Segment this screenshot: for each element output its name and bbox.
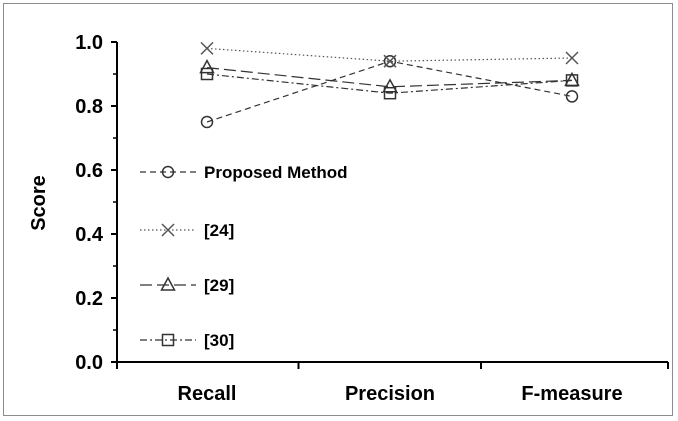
y-axis-title: Score bbox=[28, 175, 50, 231]
legend-label: [30] bbox=[204, 331, 234, 350]
x-tick-label: F-measure bbox=[521, 383, 622, 405]
legend-marker bbox=[161, 333, 175, 347]
data-point bbox=[200, 67, 214, 81]
legend-label: Proposed Method bbox=[204, 163, 348, 182]
data-point bbox=[565, 51, 579, 65]
x-ticks: Recall Precision F-measure bbox=[116, 362, 669, 405]
legend-item: [29] bbox=[140, 276, 234, 295]
data-point bbox=[383, 86, 397, 100]
legend-item: [24] bbox=[140, 221, 234, 240]
series-line bbox=[206, 47, 573, 62]
legend-label: [29] bbox=[204, 276, 234, 295]
chart-frame bbox=[3, 3, 673, 416]
legend-marker bbox=[160, 276, 176, 291]
legend-marker bbox=[161, 223, 175, 237]
axes bbox=[116, 42, 668, 363]
data-point bbox=[382, 78, 398, 93]
data-point bbox=[383, 54, 397, 68]
data-point bbox=[565, 90, 579, 103]
series-3 bbox=[200, 67, 579, 100]
y-tick-label: 1.0 bbox=[75, 32, 103, 54]
data-point bbox=[199, 59, 215, 74]
y-tick-label: 0.0 bbox=[75, 352, 103, 374]
data-point bbox=[200, 115, 214, 129]
series-line bbox=[206, 73, 573, 94]
x-tick-label: Precision bbox=[345, 383, 435, 405]
series-group bbox=[199, 41, 580, 129]
y-tick-label: 0.6 bbox=[75, 160, 103, 182]
y-tick-label: 0.4 bbox=[75, 224, 104, 246]
x-tick-label: Recall bbox=[178, 383, 237, 405]
y-tick-label: 0.2 bbox=[75, 288, 103, 310]
series-line bbox=[206, 67, 573, 88]
legend-marker bbox=[161, 165, 175, 179]
y-ticks: 0.0 0.2 0.4 0.6 0.8 1.0 bbox=[75, 32, 117, 374]
legend: Proposed Method [24] [29] [30] bbox=[140, 163, 348, 350]
data-point bbox=[565, 74, 579, 87]
legend-item: [30] bbox=[140, 331, 234, 350]
series-1 bbox=[200, 41, 579, 68]
legend-label: [24] bbox=[204, 221, 234, 240]
data-point bbox=[200, 41, 214, 55]
y-tick-label: 0.8 bbox=[75, 96, 103, 118]
legend-item: Proposed Method bbox=[140, 163, 348, 182]
